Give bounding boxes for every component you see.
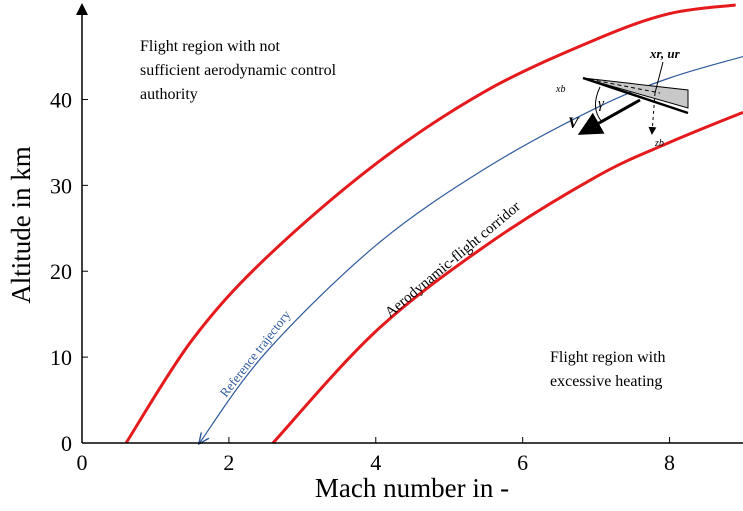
annotation: V — [568, 115, 580, 132]
annotation: xb — [555, 84, 565, 95]
x-tick-label: 2 — [223, 450, 234, 475]
annotation: Aerodynamic-flight corridor — [382, 199, 523, 321]
chart: Mach number in - Altitude in km Flight r… — [0, 0, 743, 511]
x-tick-label: 0 — [77, 450, 88, 475]
y-tick-label: 30 — [50, 173, 72, 198]
annotation: zb — [654, 138, 664, 149]
annotation: authority — [140, 86, 198, 103]
series-line — [273, 112, 743, 443]
annotation: excessive heating — [550, 373, 662, 390]
x-tick-label: 8 — [664, 450, 675, 475]
x-tick-label: 6 — [517, 450, 528, 475]
annotation: Flight region with — [550, 349, 666, 366]
annotation: Reference trajectory — [217, 307, 294, 400]
y-tick-label: 20 — [50, 259, 72, 284]
annotation: xr, ur — [649, 46, 681, 61]
x-tick-label: 4 — [370, 450, 381, 475]
y-tick-label: 10 — [50, 345, 72, 370]
y-tick-label: 40 — [50, 87, 72, 112]
annotation: sufficient aerodynamic control — [140, 62, 337, 79]
annotation: Flight region with not — [140, 38, 281, 55]
y-axis-label: Altitude in km — [6, 146, 36, 304]
x-axis-label: Mach number in - — [315, 473, 509, 503]
y-tick-label: 0 — [61, 431, 72, 456]
